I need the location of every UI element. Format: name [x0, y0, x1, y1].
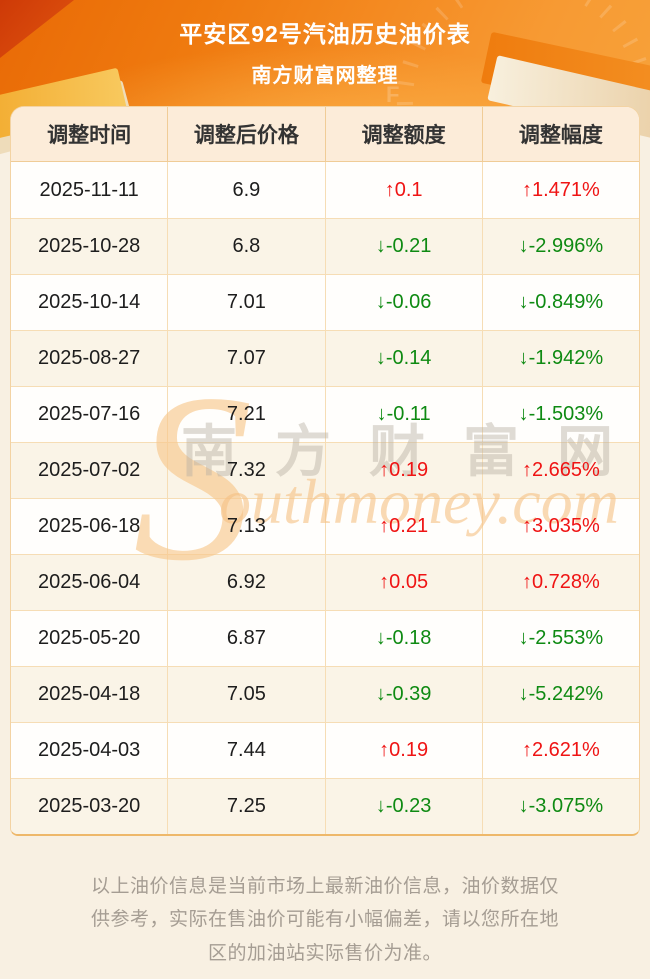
cell-change-pct: ↓-3.075% [518, 795, 604, 817]
cell-adjust-date: 2025-05-20 [11, 611, 169, 666]
table-row: 2025-06-18 7.13 ↑0.21 ↑3.035% [11, 498, 639, 554]
cell-adjust-date: 2025-04-18 [11, 667, 169, 722]
table-row: 2025-05-20 6.87 ↓-0.18 ↓-2.553% [11, 610, 639, 666]
cell-price: 7.44 [168, 723, 326, 778]
cell-change-pct: ↑2.621% [521, 739, 600, 761]
cell-change-amount: ↓-0.23 [326, 779, 483, 834]
cell-change-amount: ↑0.05 [326, 555, 483, 610]
cell-price: 7.07 [168, 331, 326, 386]
header-cell-adjust-date: 调整时间 [11, 107, 169, 161]
table-header-row: 调整时间 调整后价格 调整额度 调整幅度 [11, 107, 639, 162]
table-row: 2025-07-16 7.21 ↓-0.11 ↓-1.503% [11, 386, 639, 442]
cell-adjust-date: 2025-07-02 [11, 443, 169, 498]
cell-change-amount: ↓-0.06 [326, 275, 483, 330]
cell-change-pct: ↑3.035% [521, 515, 600, 537]
price-table: 调整时间 调整后价格 调整额度 调整幅度 2025-11-11 6.9 ↑0.1… [10, 106, 640, 836]
table-row: 2025-10-28 6.8 ↓-0.21 ↓-2.996% [11, 218, 639, 274]
cell-change-pct: ↑0.728% [521, 571, 600, 593]
cell-adjust-date: 2025-03-20 [11, 779, 169, 834]
cell-change-pct: ↓-5.242% [518, 683, 604, 705]
cell-adjust-date: 2025-11-11 [11, 162, 169, 218]
cell-change-amount: ↑0.21 [326, 499, 483, 554]
cell-change-amount: ↓-0.21 [326, 219, 483, 274]
cell-adjust-date: 2025-08-27 [11, 331, 169, 386]
table-row: 2025-08-27 7.07 ↓-0.14 ↓-1.942% [11, 330, 639, 386]
cell-adjust-date: 2025-07-16 [11, 387, 169, 442]
header-cell-price: 调整后价格 [168, 107, 326, 161]
cell-change-amount: ↑0.19 [326, 723, 483, 778]
cell-change-amount: ↑0.1 [326, 162, 483, 218]
cell-adjust-date: 2025-06-04 [11, 555, 169, 610]
cell-change-amount: ↓-0.14 [326, 331, 483, 386]
cell-change-amount: ↓-0.39 [326, 667, 483, 722]
page-subtitle: 南方财富网整理 [251, 65, 399, 87]
cell-price: 7.01 [168, 275, 326, 330]
cell-price: 6.8 [168, 219, 326, 274]
cell-price: 6.92 [168, 555, 326, 610]
cell-change-pct: ↓-1.503% [518, 403, 604, 425]
cell-change-pct: ↑1.471% [521, 178, 600, 201]
cell-change-pct: ↑2.665% [521, 459, 600, 481]
disclaimer-line-3: 区的加油站实际售价为准。 [207, 942, 442, 964]
disclaimer-line-1: 以上油价信息是当前市场上最新油价信息，油价数据仅 [90, 876, 559, 897]
disclaimer-line-2: 供参考，实际在售油价可能有小幅偏差，请以您所在地 [90, 909, 559, 931]
cell-adjust-date: 2025-10-14 [11, 275, 169, 330]
cell-price: 7.32 [168, 443, 326, 498]
cell-price: 6.87 [168, 611, 326, 666]
cell-adjust-date: 2025-04-03 [11, 723, 169, 778]
table-body: 2025-11-11 6.9 ↑0.1 ↑1.471% 2025-10-28 6… [11, 162, 639, 834]
table-row: 2025-10-14 7.01 ↓-0.06 ↓-0.849% [11, 274, 639, 330]
cell-price: 7.13 [168, 499, 326, 554]
cell-change-pct: ↓-0.849% [518, 291, 604, 313]
header-cell-change-amount: 调整额度 [326, 107, 483, 161]
cell-price: 7.25 [168, 779, 326, 834]
cell-change-amount: ↑0.19 [326, 443, 483, 498]
table-row: 2025-06-04 6.92 ↑0.05 ↑0.728% [11, 554, 639, 610]
svg-text:F: F [386, 82, 399, 107]
cell-price: 7.21 [168, 387, 326, 442]
cell-change-pct: ↓-1.942% [518, 347, 604, 369]
cell-change-amount: ↓-0.18 [326, 611, 483, 666]
cell-adjust-date: 2025-10-28 [11, 219, 169, 274]
cell-change-pct: ↓-2.553% [518, 627, 604, 649]
cell-price: 6.9 [168, 162, 326, 218]
table-row: 2025-03-20 7.25 ↓-0.23 ↓-3.075% [11, 778, 639, 834]
cell-change-amount: ↓-0.11 [326, 387, 483, 442]
cell-price: 7.05 [168, 667, 326, 722]
table-row: 2025-07-02 7.32 ↑0.19 ↑2.665% [11, 442, 639, 498]
cell-change-pct: ↓-2.996% [518, 235, 604, 257]
table-row: 2025-04-18 7.05 ↓-0.39 ↓-5.242% [11, 666, 639, 722]
page-title: 平安区92号汽油历史油价表 [179, 21, 471, 47]
table-row: 2025-11-11 6.9 ↑0.1 ↑1.471% [11, 162, 639, 218]
disclaimer: 以上油价信息是当前市场上最新油价信息，油价数据仅 供参考，实际在售油价可能有小幅… [0, 870, 650, 970]
header-cell-change-pct: 调整幅度 [518, 124, 603, 147]
table-row: 2025-04-03 7.44 ↑0.19 ↑2.621% [11, 722, 639, 778]
cell-adjust-date: 2025-06-18 [11, 499, 169, 554]
